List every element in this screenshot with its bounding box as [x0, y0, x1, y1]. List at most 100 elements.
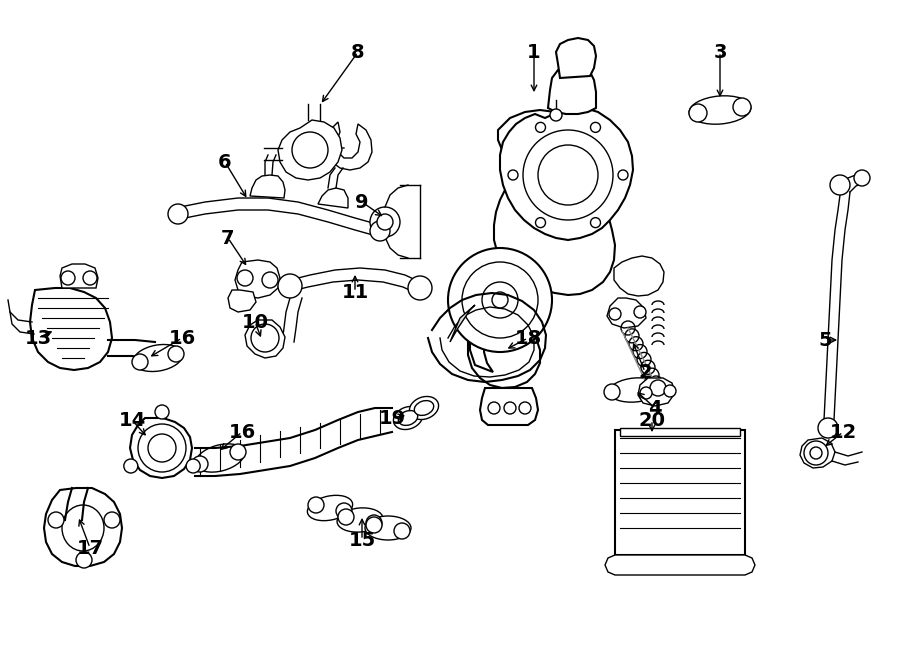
- Circle shape: [664, 385, 676, 397]
- Polygon shape: [318, 188, 348, 208]
- Polygon shape: [500, 108, 633, 240]
- Polygon shape: [556, 38, 596, 78]
- Polygon shape: [468, 110, 615, 388]
- Circle shape: [308, 497, 324, 513]
- Text: 16: 16: [168, 329, 195, 348]
- Polygon shape: [245, 320, 285, 358]
- Circle shape: [48, 512, 64, 528]
- Ellipse shape: [689, 96, 751, 124]
- Polygon shape: [548, 64, 596, 114]
- Circle shape: [492, 292, 508, 308]
- Circle shape: [462, 262, 538, 338]
- Ellipse shape: [410, 397, 438, 420]
- Circle shape: [148, 434, 176, 462]
- Ellipse shape: [195, 444, 245, 472]
- Polygon shape: [130, 418, 192, 478]
- Polygon shape: [638, 378, 675, 406]
- Circle shape: [618, 170, 628, 180]
- Circle shape: [377, 214, 393, 230]
- Circle shape: [604, 384, 620, 400]
- Circle shape: [262, 272, 278, 288]
- Text: 20: 20: [638, 410, 665, 430]
- Circle shape: [519, 402, 531, 414]
- Polygon shape: [605, 555, 755, 575]
- Circle shape: [168, 346, 184, 362]
- Circle shape: [370, 207, 400, 237]
- Polygon shape: [235, 260, 280, 298]
- Text: 8: 8: [351, 42, 364, 61]
- Circle shape: [640, 387, 652, 399]
- Circle shape: [336, 503, 352, 519]
- Polygon shape: [326, 122, 372, 170]
- Polygon shape: [250, 175, 285, 198]
- Circle shape: [394, 523, 410, 539]
- Circle shape: [689, 104, 707, 122]
- Circle shape: [251, 324, 279, 352]
- Circle shape: [536, 217, 545, 227]
- Circle shape: [590, 217, 600, 227]
- Ellipse shape: [399, 410, 418, 426]
- Circle shape: [278, 274, 302, 298]
- Circle shape: [124, 459, 138, 473]
- Circle shape: [818, 418, 838, 438]
- Circle shape: [538, 145, 598, 205]
- Text: 17: 17: [76, 539, 104, 557]
- Circle shape: [482, 282, 518, 318]
- Text: 9: 9: [356, 192, 369, 212]
- Circle shape: [76, 552, 92, 568]
- Circle shape: [237, 270, 253, 286]
- Polygon shape: [278, 120, 342, 180]
- Circle shape: [192, 456, 208, 472]
- Circle shape: [168, 204, 188, 224]
- Circle shape: [590, 122, 600, 132]
- Polygon shape: [480, 388, 538, 425]
- Ellipse shape: [133, 344, 183, 371]
- Circle shape: [370, 221, 390, 241]
- Text: 7: 7: [221, 229, 235, 247]
- Circle shape: [83, 271, 97, 285]
- Text: 6: 6: [218, 153, 232, 171]
- Ellipse shape: [308, 495, 353, 521]
- Ellipse shape: [338, 508, 382, 532]
- Ellipse shape: [365, 516, 411, 540]
- Text: 11: 11: [341, 282, 369, 301]
- Circle shape: [536, 122, 545, 132]
- Polygon shape: [60, 264, 98, 288]
- Circle shape: [804, 441, 828, 465]
- Circle shape: [408, 276, 432, 300]
- Ellipse shape: [609, 378, 661, 402]
- Polygon shape: [614, 256, 664, 296]
- Polygon shape: [800, 438, 835, 468]
- Circle shape: [634, 306, 646, 318]
- Circle shape: [292, 132, 328, 168]
- Text: 4: 4: [648, 399, 662, 418]
- Circle shape: [186, 459, 200, 473]
- Circle shape: [132, 354, 148, 370]
- Circle shape: [508, 170, 518, 180]
- Circle shape: [138, 424, 186, 472]
- Polygon shape: [607, 298, 646, 328]
- Circle shape: [448, 248, 552, 352]
- Circle shape: [650, 380, 666, 396]
- Text: 2: 2: [638, 362, 652, 381]
- Circle shape: [609, 308, 621, 320]
- Circle shape: [830, 175, 850, 195]
- Text: 14: 14: [119, 410, 146, 430]
- Ellipse shape: [393, 407, 423, 430]
- Circle shape: [338, 509, 354, 525]
- Circle shape: [366, 517, 382, 533]
- Circle shape: [104, 512, 120, 528]
- Circle shape: [155, 405, 169, 419]
- Polygon shape: [450, 305, 475, 342]
- Circle shape: [523, 130, 613, 220]
- Polygon shape: [228, 290, 256, 312]
- Text: 10: 10: [241, 313, 268, 332]
- Circle shape: [61, 271, 75, 285]
- Circle shape: [488, 402, 500, 414]
- Circle shape: [854, 170, 870, 186]
- Circle shape: [810, 447, 822, 459]
- Text: 15: 15: [348, 531, 375, 549]
- Text: 18: 18: [515, 329, 542, 348]
- Text: 19: 19: [378, 408, 406, 428]
- Ellipse shape: [62, 505, 104, 551]
